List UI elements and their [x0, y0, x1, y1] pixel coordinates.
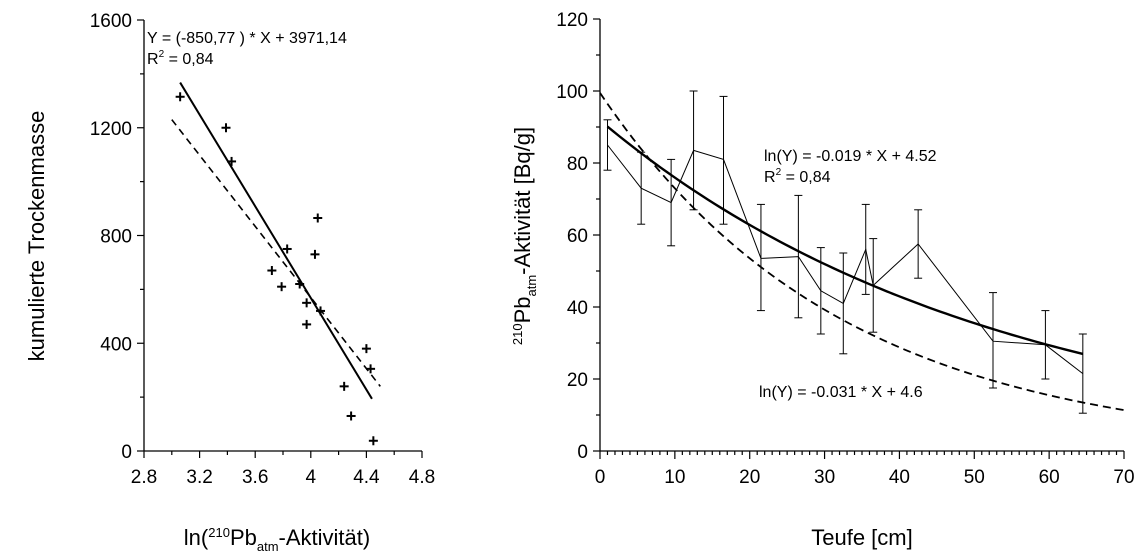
right-x-tick-label: 70: [1113, 467, 1134, 488]
left-data-point: [316, 306, 326, 316]
right-y-axis-title: 210Pbatm-Aktivität [Bq/g]: [510, 127, 539, 345]
left-data-point: [221, 123, 231, 133]
left-data-point: [339, 381, 349, 391]
right-x-ticks: 0 10 20 30 40 50 60 70: [595, 451, 1135, 488]
chart-right: 0 20 40 60 80 100 120 0 10 20 30 40 50 60 70 ln(Y) = …: [510, 10, 1135, 550]
right-error-bar: [689, 90, 698, 211]
left-x-axis-title: ln(210Pbatm-Aktivität): [184, 525, 370, 554]
left-data-point: [361, 344, 371, 354]
right-error-bar: [719, 95, 728, 225]
left-x-tick-label: 4.8: [409, 467, 435, 488]
right-y-ticks: 0 20 40 60 80 100 120: [556, 10, 600, 463]
right-y-tick-label: 40: [567, 298, 588, 319]
right-equation-dashed: ln(Y) = -0.031 * X + 4.6: [759, 384, 923, 401]
chart-left: 0 400 800 1200 1600 2.8 3.2 3.6 4 4.4 4.8 Y = (-8…: [24, 11, 435, 554]
left-data-point: [346, 411, 356, 421]
right-y-tick-label: 120: [556, 10, 588, 31]
right-error-bar: [1078, 333, 1087, 414]
left-y-tick-label: 1600: [90, 11, 132, 32]
right-error-bar: [667, 158, 676, 247]
left-y-axis-title: kumulierte Trockenmasse: [24, 111, 49, 362]
right-x-tick-label: 60: [1039, 467, 1060, 488]
right-y-tick-label: 80: [567, 154, 588, 175]
right-fit-dashed: [599, 92, 1125, 411]
left-data-point: [368, 436, 378, 446]
left-fit-dashed: [171, 119, 381, 387]
right-y-tick-label: 20: [567, 370, 588, 391]
left-fit-lines: [171, 82, 381, 400]
right-equation-solid: ln(Y) = -0.019 * X + 4.52: [764, 148, 937, 165]
right-error-bar: [756, 203, 765, 312]
left-r-squared: R2 = 0,84: [147, 49, 214, 68]
left-x-ticks: 2.8 3.2 3.6 4 4.4 4.8: [131, 451, 435, 488]
left-data-point: [366, 364, 376, 374]
right-y-tick-label: 100: [556, 82, 588, 103]
left-data-point: [227, 156, 237, 166]
left-data-point: [175, 92, 185, 102]
left-x-tick-label: 4: [306, 467, 317, 488]
right-x-tick-label: 0: [595, 467, 606, 488]
right-r-squared: R2 = 0,84: [764, 167, 831, 186]
left-data-points: [175, 92, 378, 446]
left-x-tick-label: 4.4: [353, 467, 380, 488]
right-fit-solid: [606, 125, 1084, 356]
left-x-tick-label: 3.2: [186, 467, 212, 488]
right-error-bar: [989, 292, 997, 389]
left-x-tick-label: 2.8: [131, 467, 157, 488]
left-data-point: [313, 213, 323, 223]
right-x-tick-label: 20: [739, 467, 760, 488]
right-error-bar: [603, 119, 612, 171]
right-error-bar: [861, 203, 870, 295]
right-error-bar: [794, 194, 803, 319]
right-x-tick-label: 40: [889, 467, 910, 488]
right-x-axis-title: Teufe [cm]: [811, 525, 912, 550]
left-data-point: [295, 279, 305, 289]
right-x-tick-label: 50: [964, 467, 985, 488]
left-y-tick-label: 800: [100, 227, 132, 248]
left-data-point: [282, 244, 292, 254]
right-error-bar: [914, 209, 923, 279]
left-y-tick-label: 400: [100, 334, 132, 355]
left-data-point: [277, 282, 287, 292]
right-y-tick-label: 60: [567, 226, 588, 247]
left-y-tick-label: 0: [121, 442, 132, 463]
left-y-ticks: 0 400 800 1200 1600: [90, 11, 144, 463]
left-data-point: [267, 266, 277, 276]
right-error-bar: [1041, 310, 1050, 380]
left-data-point: [302, 298, 312, 308]
right-x-tick-label: 30: [814, 467, 835, 488]
right-error-bar: [637, 151, 646, 225]
left-y-tick-label: 1200: [90, 119, 132, 140]
right-measured-series: [603, 90, 1087, 414]
left-fit-solid: [179, 82, 373, 400]
left-equation: Y = (-850,77 ) * X + 3971,14: [147, 30, 347, 47]
left-data-point: [302, 319, 312, 329]
right-error-bar: [869, 238, 878, 333]
right-x-tick-label: 10: [664, 467, 685, 488]
right-y-tick-label: 0: [577, 442, 588, 463]
left-x-tick-label: 3.6: [242, 467, 268, 488]
left-data-point: [310, 249, 320, 259]
right-error-bar: [816, 247, 825, 335]
right-error-bar: [839, 252, 848, 355]
right-fit-curves: [599, 92, 1125, 411]
